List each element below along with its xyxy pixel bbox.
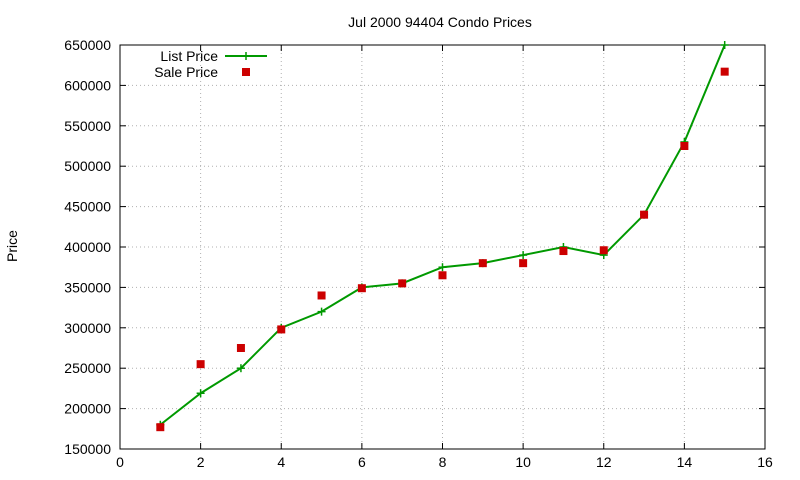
y-axis-label: Price [4, 230, 20, 262]
sale-price-point [236, 344, 245, 352]
sale-price-point [317, 291, 326, 300]
legend-label-list-price: List Price [160, 48, 218, 64]
y-tick-label: 550000 [64, 118, 111, 134]
list-price-point [720, 41, 729, 49]
x-tick-label: 4 [277, 454, 285, 470]
legend-marker-list-price [242, 52, 250, 60]
sale-price-point [519, 259, 528, 268]
sale-price-point [478, 259, 487, 268]
x-tick-label: 14 [677, 454, 693, 470]
axes: 0 2 4 6 8 10 12 14 16 150000 200000 250000 300000 350… [64, 37, 773, 470]
x-tick-label: 6 [358, 454, 366, 470]
y-tick-label: 300000 [64, 320, 111, 336]
chart-title: Jul 2000 94404 Condo Prices [348, 14, 532, 30]
y-tick-label: 350000 [64, 279, 111, 295]
y-tick-label: 150000 [64, 441, 111, 457]
y-tick-label: 650000 [64, 37, 111, 53]
sale-price-point [277, 325, 286, 334]
legend-marker-sale-price [242, 68, 250, 76]
sale-price-point [599, 246, 608, 255]
series-layer [156, 41, 729, 432]
sale-price-point [196, 360, 205, 369]
sale-price-point [559, 247, 568, 256]
list-price-point [196, 389, 205, 398]
sale-price-point [156, 423, 165, 432]
x-tick-label: 10 [515, 454, 531, 470]
y-tick-label: 500000 [64, 158, 111, 174]
sale-price-point [438, 271, 447, 280]
legend-label-sale-price: Sale Price [154, 64, 218, 80]
y-tick-label: 200000 [64, 401, 111, 417]
sale-price-point [640, 210, 649, 219]
list-price-point [317, 307, 326, 316]
grid-lines [120, 45, 765, 449]
y-tick-label: 250000 [64, 360, 111, 376]
y-tick-label: 400000 [64, 239, 111, 255]
list-price-point [438, 263, 447, 272]
y-tick-label: 450000 [64, 199, 111, 215]
sale-price-point [398, 279, 407, 288]
sale-price-point [720, 67, 729, 76]
x-tick-label: 8 [439, 454, 447, 470]
x-tick-label: 2 [197, 454, 205, 470]
x-tick-label: 12 [596, 454, 612, 470]
list-price-point [519, 251, 528, 260]
sale-price-point [357, 284, 366, 293]
sale-price-point [680, 142, 689, 150]
x-tick-label: 16 [757, 454, 773, 470]
x-tick-label: 0 [116, 454, 124, 470]
y-tick-label: 600000 [64, 77, 111, 93]
list-price-point [236, 364, 245, 373]
